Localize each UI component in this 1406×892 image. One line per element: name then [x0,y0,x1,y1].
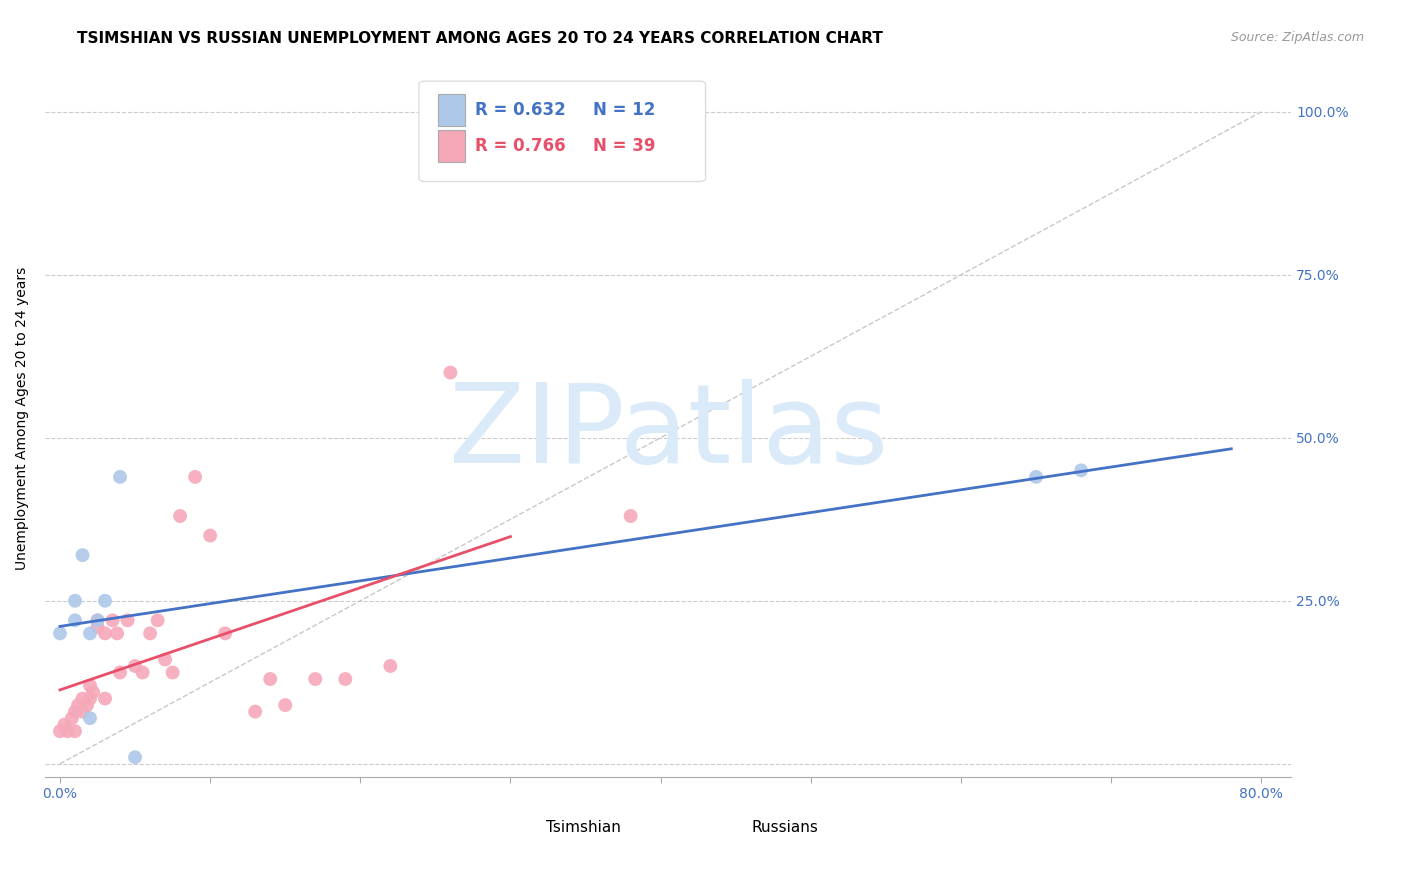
Point [63,613,86,627]
Point [131,665,153,680]
Text: R = 0.766: R = 0.766 [475,136,565,154]
Point [214,626,236,640]
Point [1070,463,1092,477]
Point [124,659,146,673]
Point [274,698,297,712]
Point [79,679,101,693]
Bar [437,94,465,126]
Point [79,711,101,725]
Point [49,626,72,640]
Text: N = 12: N = 12 [593,101,655,119]
Bar [437,129,465,161]
Point [117,613,139,627]
Point [108,470,131,484]
Point [101,613,124,627]
Text: Tsimshian: Tsimshian [546,820,621,835]
Point [139,626,162,640]
Point [108,665,131,680]
Bar [506,814,537,840]
Point [105,626,128,640]
Point [380,659,402,673]
Point [86,620,108,634]
Point [198,528,221,542]
Point [82,685,104,699]
Point [66,698,89,712]
Point [63,705,86,719]
Point [63,724,86,739]
Point [79,626,101,640]
Point [72,548,94,562]
Text: Source: ZipAtlas.com: Source: ZipAtlas.com [1230,31,1364,45]
Point [60,711,83,725]
Point [1025,470,1047,484]
Point [169,508,191,523]
Point [86,613,108,627]
Point [53,717,76,731]
Point [56,724,79,739]
Point [94,626,117,640]
Point [76,698,98,712]
Point [153,652,176,666]
Point [184,470,207,484]
Point [439,366,461,380]
Text: ZIPatlas: ZIPatlas [449,379,887,486]
Point [72,705,94,719]
Point [304,672,326,686]
FancyBboxPatch shape [419,81,706,182]
Point [86,613,108,627]
Point [146,613,169,627]
Point [245,705,267,719]
Point [124,750,146,764]
Point [94,691,117,706]
Point [94,594,117,608]
Y-axis label: Unemployment Among Ages 20 to 24 years: Unemployment Among Ages 20 to 24 years [15,267,30,570]
Point [335,672,357,686]
Text: R = 0.632: R = 0.632 [475,101,565,119]
Point [162,665,184,680]
Point [49,724,72,739]
Point [63,594,86,608]
Text: TSIMSHIAN VS RUSSIAN UNEMPLOYMENT AMONG AGES 20 TO 24 YEARS CORRELATION CHART: TSIMSHIAN VS RUSSIAN UNEMPLOYMENT AMONG … [77,31,883,46]
Point [72,691,94,706]
Text: Russians: Russians [752,820,818,835]
Bar [711,814,742,840]
Point [620,508,643,523]
Text: N = 39: N = 39 [593,136,655,154]
Point [79,691,101,706]
Point [259,672,281,686]
